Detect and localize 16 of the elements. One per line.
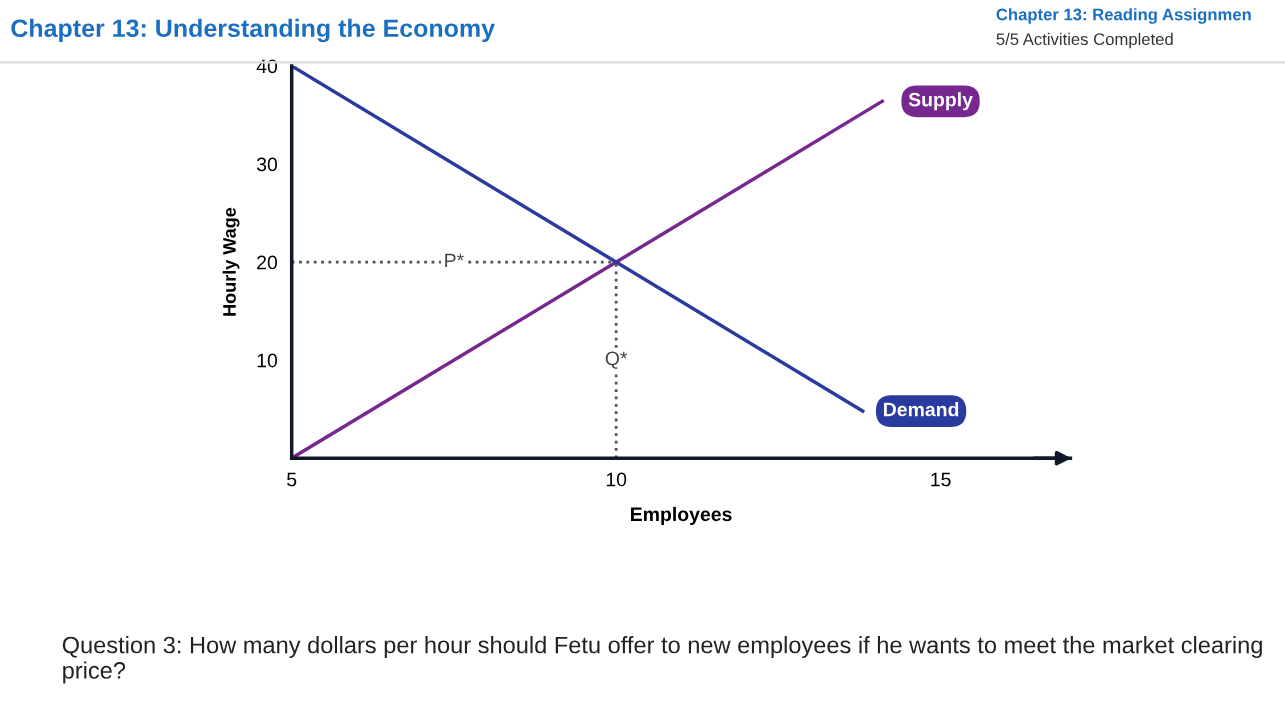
text: 5/5 Activities Completed (996, 32, 1173, 49)
chart-title: Chapter 13: Understanding the Economy (11, 18, 495, 43)
x-tick-label: 10 (606, 472, 627, 487)
ref-line-label: Q* (605, 351, 628, 369)
x-axis-title: Employees (631, 506, 732, 526)
annotation: Demand (884, 402, 959, 417)
annotation: Supply (908, 92, 973, 111)
x-tick-label: 5 (287, 472, 297, 487)
y-axis-title: Hourly Wage (222, 207, 240, 316)
ref-line-label: P* (445, 253, 464, 268)
y-tick-label: 20 (257, 255, 278, 270)
y-tick-label: 10 (257, 353, 278, 368)
text: Question 3: How many dollars per hour should Fetu offer to new employees if he wants to meet the market clearing price? (62, 636, 1262, 684)
y-tick-label: 30 (256, 157, 278, 172)
text: Chapter 13: Reading Assignmen (996, 8, 1251, 24)
x-tick-label: 15 (931, 472, 951, 487)
